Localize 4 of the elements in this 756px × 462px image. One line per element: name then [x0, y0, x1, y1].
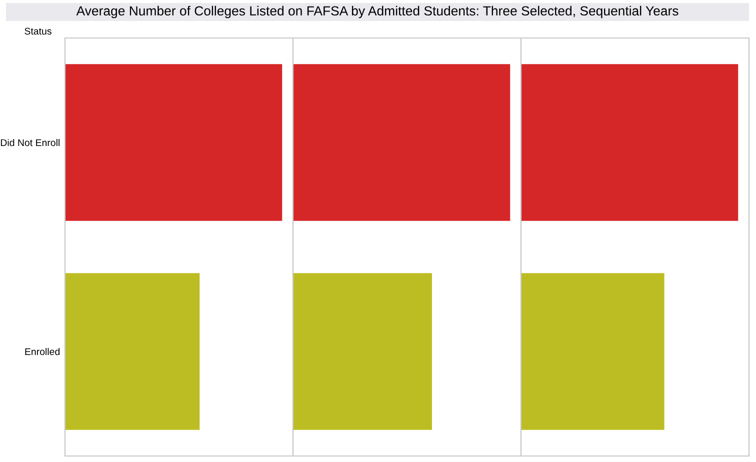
y-tick-label: Did Not Enroll	[0, 138, 60, 146]
y-tick-label: Enrolled	[25, 348, 60, 356]
text: Average Number of Colleges Listed on FAFSA by Admitted Students: Three Selected, Sequential Years	[76, 6, 678, 18]
y-axis-title: Status	[24, 28, 52, 35]
